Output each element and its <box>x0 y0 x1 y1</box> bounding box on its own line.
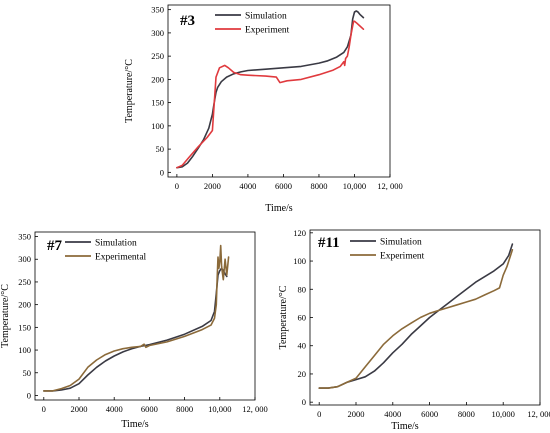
y-tick-label: 50 <box>156 144 165 154</box>
x-tick-label: 4000 <box>239 181 256 191</box>
legend-label: Simulation <box>95 239 137 249</box>
x-tick-label: 8000 <box>458 409 475 419</box>
x-tick-label: 10,000 <box>208 404 231 414</box>
legend-label: Simulation <box>380 238 422 248</box>
y-axis-label: Temperature/°C <box>0 284 11 348</box>
x-tick-label: 12, 000 <box>527 409 550 419</box>
panel-title: #3 <box>180 13 195 29</box>
plot-frame <box>34 231 256 401</box>
y-tick-label: 120 <box>293 228 306 238</box>
x-tick-label: 4000 <box>106 404 123 414</box>
panel-title: #11 <box>318 235 340 251</box>
plot-frame <box>167 4 391 178</box>
x-tick-label: 2000 <box>71 404 88 414</box>
series-line-experiment <box>318 249 514 389</box>
x-axis-label: Time/s <box>121 419 149 430</box>
x-tick-label: 8000 <box>176 404 193 414</box>
y-tick-label: 20 <box>298 369 307 379</box>
x-tick-label: 0 <box>175 181 179 191</box>
y-tick-label: 300 <box>18 254 31 264</box>
x-tick-label: 6000 <box>421 409 438 419</box>
legend: Simulation Experiment <box>350 238 425 262</box>
x-tick-label: 4000 <box>384 409 401 419</box>
x-axis-label: Time/s <box>265 203 293 214</box>
y-tick-label: 300 <box>151 28 164 38</box>
x-tick-label: 6000 <box>141 404 158 414</box>
legend-label: Experiment <box>380 252 425 262</box>
series-line-experimental <box>43 244 230 392</box>
x-tick-label: 0 <box>317 409 321 419</box>
chart-panel-3: 0 2000 4000 6000 8000 10,000 12, 000 0 20 40 60 80 1… <box>278 228 550 432</box>
y-tick-label: 50 <box>23 368 32 378</box>
x-tick-label: 2000 <box>204 181 221 191</box>
series-line-simulation <box>318 243 514 389</box>
y-tick-label: 200 <box>151 74 164 84</box>
panel-title: #7 <box>47 238 63 254</box>
y-tick-label: 80 <box>298 284 307 294</box>
y-tick-label: 150 <box>18 322 31 332</box>
legend-label: Experiment <box>245 26 290 36</box>
y-axis-label: Temperature/°C <box>124 59 135 123</box>
x-tick-label: 8000 <box>310 181 327 191</box>
x-tick-label: 10,000 <box>343 181 366 191</box>
plot-frame <box>309 229 541 406</box>
x-axis-label: Time/s <box>391 421 419 432</box>
y-tick-label: 40 <box>298 341 307 351</box>
series-line-simulation <box>176 10 365 169</box>
x-tick-label: 12, 000 <box>377 181 403 191</box>
y-tick-label: 250 <box>18 277 31 287</box>
legend-label: Experimental <box>95 253 147 263</box>
y-tick-label: 100 <box>293 256 306 266</box>
x-tick-label: 12, 000 <box>242 404 268 414</box>
y-tick-label: 350 <box>18 232 31 242</box>
legend: Simulation Experimental <box>65 239 147 263</box>
y-axis-label: Temperature/°C <box>278 285 289 349</box>
y-tick-label: 100 <box>18 345 31 355</box>
y-tick-label: 0 <box>160 167 164 177</box>
series-line-simulation <box>43 267 228 392</box>
legend: Simulation Experiment <box>215 12 290 36</box>
y-tick-label: 250 <box>151 51 164 61</box>
x-tick-label: 6000 <box>275 181 292 191</box>
x-tick-label: 2000 <box>348 409 365 419</box>
x-tick-label: 10,000 <box>492 409 515 419</box>
y-tick-label: 60 <box>298 313 307 323</box>
legend-label: Simulation <box>245 12 287 22</box>
x-tick-label: 0 <box>42 404 46 414</box>
chart-panel-1: 0 2000 4000 6000 8000 10,000 12, 000 0 50 100 150 2… <box>124 4 403 214</box>
y-tick-label: 0 <box>302 397 306 407</box>
y-tick-label: 0 <box>27 390 31 400</box>
chart-panel-2: 0 2000 4000 6000 8000 10,000 12, 000 0 50 100 150 2… <box>0 232 268 430</box>
y-tick-label: 150 <box>151 98 164 108</box>
series-line-experiment <box>176 20 365 169</box>
y-tick-label: 100 <box>151 121 164 131</box>
y-tick-label: 200 <box>18 300 31 310</box>
y-tick-label: 350 <box>151 5 164 15</box>
